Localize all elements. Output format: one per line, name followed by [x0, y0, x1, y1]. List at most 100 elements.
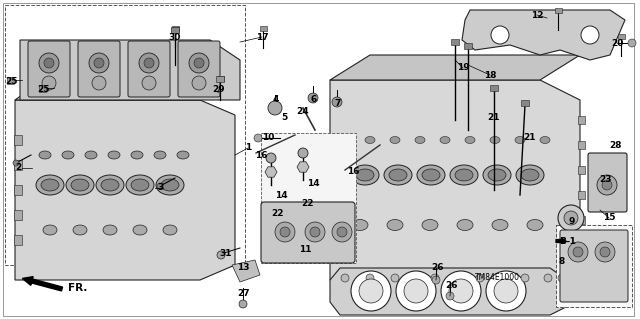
Text: 21: 21: [524, 132, 536, 142]
Ellipse shape: [108, 151, 120, 159]
Circle shape: [239, 300, 247, 308]
FancyBboxPatch shape: [78, 41, 120, 97]
Bar: [14, 135, 22, 145]
Text: 20: 20: [611, 39, 623, 48]
Bar: [217, 76, 224, 81]
Bar: [578, 141, 585, 149]
Text: 14: 14: [275, 190, 287, 199]
Circle shape: [217, 251, 225, 259]
Circle shape: [337, 227, 347, 237]
Circle shape: [486, 271, 526, 311]
Bar: [7, 77, 14, 84]
Ellipse shape: [39, 151, 51, 159]
Circle shape: [94, 58, 104, 68]
FancyBboxPatch shape: [261, 202, 355, 263]
Circle shape: [432, 276, 440, 284]
Text: 9: 9: [569, 217, 575, 226]
Circle shape: [441, 271, 481, 311]
Circle shape: [189, 53, 209, 73]
Circle shape: [391, 274, 399, 282]
Polygon shape: [330, 80, 580, 280]
Bar: [261, 133, 356, 263]
Ellipse shape: [387, 219, 403, 231]
Bar: [260, 26, 267, 31]
Circle shape: [280, 227, 290, 237]
Circle shape: [544, 274, 552, 282]
Text: 6: 6: [311, 94, 317, 103]
Circle shape: [305, 222, 325, 242]
Ellipse shape: [126, 175, 154, 195]
Ellipse shape: [389, 169, 407, 181]
Ellipse shape: [384, 165, 412, 185]
Ellipse shape: [41, 179, 59, 191]
Ellipse shape: [131, 179, 149, 191]
Text: 11: 11: [299, 244, 311, 254]
Circle shape: [341, 274, 349, 282]
Circle shape: [476, 274, 484, 282]
Ellipse shape: [85, 151, 97, 159]
Ellipse shape: [422, 169, 440, 181]
Circle shape: [359, 279, 383, 303]
FancyBboxPatch shape: [560, 230, 628, 302]
Ellipse shape: [515, 137, 525, 144]
Ellipse shape: [492, 219, 508, 231]
Ellipse shape: [417, 165, 445, 185]
Circle shape: [446, 292, 454, 300]
Ellipse shape: [440, 137, 450, 144]
FancyArrow shape: [556, 239, 566, 243]
FancyArrow shape: [22, 277, 63, 291]
Text: 1: 1: [245, 144, 251, 152]
Circle shape: [144, 58, 154, 68]
Ellipse shape: [161, 179, 179, 191]
Bar: [14, 160, 22, 170]
Bar: [171, 27, 179, 33]
Circle shape: [396, 271, 436, 311]
Bar: [490, 85, 498, 91]
Ellipse shape: [103, 225, 117, 235]
Ellipse shape: [527, 219, 543, 231]
Text: 30: 30: [169, 33, 181, 41]
Circle shape: [194, 58, 204, 68]
Ellipse shape: [154, 151, 166, 159]
Text: 14: 14: [307, 179, 319, 188]
Circle shape: [39, 53, 59, 73]
Circle shape: [275, 222, 295, 242]
Text: 18: 18: [484, 70, 496, 79]
Ellipse shape: [422, 219, 438, 231]
Bar: [5, 5, 245, 265]
Polygon shape: [462, 10, 625, 60]
Text: 16: 16: [347, 167, 359, 176]
Bar: [14, 210, 22, 220]
FancyBboxPatch shape: [28, 41, 70, 97]
Ellipse shape: [163, 225, 177, 235]
Bar: [555, 8, 562, 13]
Circle shape: [142, 76, 156, 90]
Circle shape: [600, 247, 610, 257]
Ellipse shape: [66, 175, 94, 195]
Ellipse shape: [156, 175, 184, 195]
Ellipse shape: [465, 137, 475, 144]
Text: 26: 26: [431, 263, 444, 272]
Ellipse shape: [540, 137, 550, 144]
Circle shape: [254, 134, 262, 142]
Ellipse shape: [415, 137, 425, 144]
Ellipse shape: [516, 165, 544, 185]
Bar: [14, 235, 22, 245]
Ellipse shape: [36, 175, 64, 195]
Ellipse shape: [390, 137, 400, 144]
Text: 21: 21: [488, 114, 500, 122]
Text: 13: 13: [237, 263, 249, 272]
Circle shape: [404, 279, 428, 303]
Polygon shape: [330, 55, 580, 80]
Bar: [618, 34, 625, 39]
Polygon shape: [265, 167, 277, 177]
Bar: [39, 85, 46, 92]
Polygon shape: [232, 260, 260, 282]
Circle shape: [13, 160, 19, 166]
Circle shape: [332, 97, 342, 107]
Circle shape: [157, 183, 163, 189]
Circle shape: [44, 58, 54, 68]
Circle shape: [139, 53, 159, 73]
Text: 4: 4: [273, 95, 279, 105]
Text: 24: 24: [297, 107, 309, 115]
